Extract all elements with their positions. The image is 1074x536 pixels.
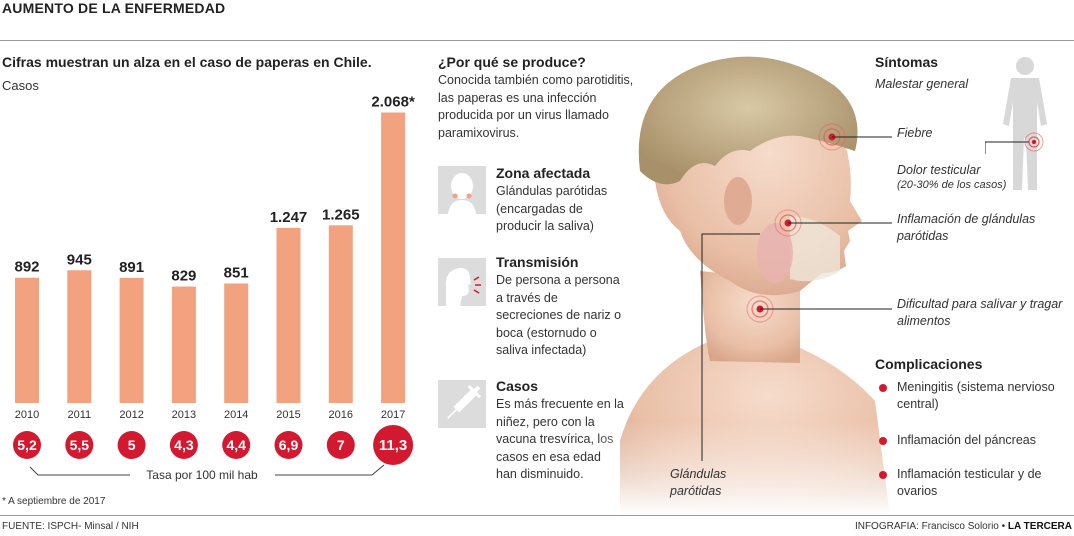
- affected-zone-text: Glándulas parótidas (encargadas de produ…: [496, 184, 608, 233]
- syringe-icon: [438, 380, 486, 428]
- complication-bullet: [879, 384, 887, 392]
- symptom-swallow: Dificultad para salivar y tragar aliment…: [897, 297, 1063, 328]
- bar-value-label: 891: [119, 259, 144, 276]
- complication-meningitis: Meningitis (sistema nervioso central): [897, 380, 1055, 411]
- symptoms-heading: Síntomas: [875, 54, 939, 70]
- rate-value-label: 11,3: [379, 437, 407, 454]
- rate-circle: [373, 425, 414, 465]
- footer-divider: [0, 515, 1074, 516]
- rate-circle: [326, 431, 355, 459]
- face-glands-icon: [438, 166, 486, 214]
- bar-value-label: 945: [67, 251, 92, 268]
- rate-value-label: 5: [128, 437, 136, 453]
- year-tick-label: 2015: [276, 409, 300, 421]
- bar-value-label: 1.265: [322, 206, 360, 223]
- complication-bullet: [879, 437, 887, 445]
- bar-value-label: 829: [171, 268, 196, 285]
- rate-circle: [117, 431, 146, 459]
- rate-value-label: 5,2: [17, 437, 37, 453]
- gland-label: Glándulas parótidas: [670, 467, 727, 498]
- header-divider: [0, 40, 1074, 41]
- why-heading: ¿Por qué se produce?: [438, 54, 586, 70]
- rate-circle: [222, 431, 251, 459]
- bar-2012: [119, 277, 144, 403]
- sneeze-icon: [438, 258, 486, 306]
- bar-2011: [67, 270, 92, 403]
- rate-value-label: 5,5: [70, 437, 90, 453]
- symptom-general: Malestar general: [875, 77, 969, 91]
- symptom-fever: Fiebre: [897, 126, 933, 140]
- body-figure-icon: [985, 57, 1047, 190]
- cases-text: Es más frecuente en la niñez, pero con l…: [496, 397, 624, 481]
- bar-value-label: 2.068*: [371, 94, 415, 111]
- year-tick-label: 2010: [15, 409, 39, 421]
- complication-testicular: Inflamación testicular y de ovarios: [897, 467, 1042, 498]
- complication-pancreas: Inflamación del páncreas: [897, 433, 1036, 447]
- rate-circle: [274, 431, 303, 459]
- rate-circle: [65, 431, 94, 459]
- symptom-testicular: Dolor testicular: [897, 163, 981, 177]
- bar-2016: [328, 225, 353, 403]
- cases-bar-chart: 892 2010 5,2 945 2011 5,5 891 2012 5 829 2013 4,3 85…: [13, 94, 415, 482]
- year-tick-label: 2014: [224, 409, 248, 421]
- credit-prefix: INFOGRAFIA: Francisco Solorio •: [854, 521, 1008, 532]
- bar-value-label: 851: [224, 264, 249, 281]
- bar-value-label: 892: [14, 259, 39, 276]
- bar-2010: [15, 277, 39, 403]
- rate-bracket-right: [275, 464, 385, 476]
- transmission-text: De persona a persona a través de secreci…: [496, 273, 622, 357]
- source-note: FUENTE: ISPCH- Minsal / NIH: [2, 521, 139, 532]
- cases-title: Casos: [496, 378, 539, 394]
- bar-2017: [381, 112, 406, 404]
- credit-note: INFOGRAFIA: Francisco Solorio • LA TERCE…: [855, 521, 1072, 532]
- rate-value-label: 4,4: [226, 437, 246, 453]
- rate-bracket-left: [29, 466, 130, 476]
- credit-brand: LA TERCERA: [1007, 521, 1072, 532]
- transmission-title: Transmisión: [496, 254, 579, 270]
- year-tick-label: 2017: [381, 409, 405, 421]
- bar-2014: [224, 283, 249, 403]
- year-tick-label: 2016: [329, 409, 353, 421]
- bar-2015: [276, 227, 301, 403]
- head-illustration: [600, 56, 900, 515]
- year-tick-label: 2011: [67, 409, 91, 421]
- rate-series-label: Tasa por 100 mil hab: [146, 468, 258, 482]
- bar-2013: [171, 286, 196, 403]
- why-intro: Conocida también como parotiditis, las p…: [438, 73, 634, 140]
- rate-value-label: 4,3: [174, 437, 194, 453]
- chart-ylabel: Casos: [2, 78, 39, 93]
- rate-circle: [13, 431, 41, 459]
- symptom-testicular-note: (20-30% de los casos): [897, 179, 1007, 191]
- page-title: AUMENTO DE LA ENFERMEDAD: [2, 0, 226, 16]
- affected-zone-title: Zona afectada: [496, 165, 591, 181]
- symptom-inflammation: Inflamación de glándulas parótidas: [897, 212, 1036, 243]
- rate-circle: [169, 431, 198, 459]
- bar-value-label: 1.247: [270, 209, 308, 226]
- rate-value-label: 6,9: [279, 437, 299, 453]
- complications-heading: Complicaciones: [875, 356, 983, 372]
- year-tick-label: 2012: [119, 409, 143, 421]
- year-tick-label: 2013: [172, 409, 196, 421]
- complication-bullet: [879, 471, 887, 479]
- chart-title: Cifras muestran un alza en el caso de pa…: [2, 54, 372, 70]
- footnote: * A septiembre de 2017: [2, 496, 106, 507]
- rate-value-label: 7: [337, 437, 345, 453]
